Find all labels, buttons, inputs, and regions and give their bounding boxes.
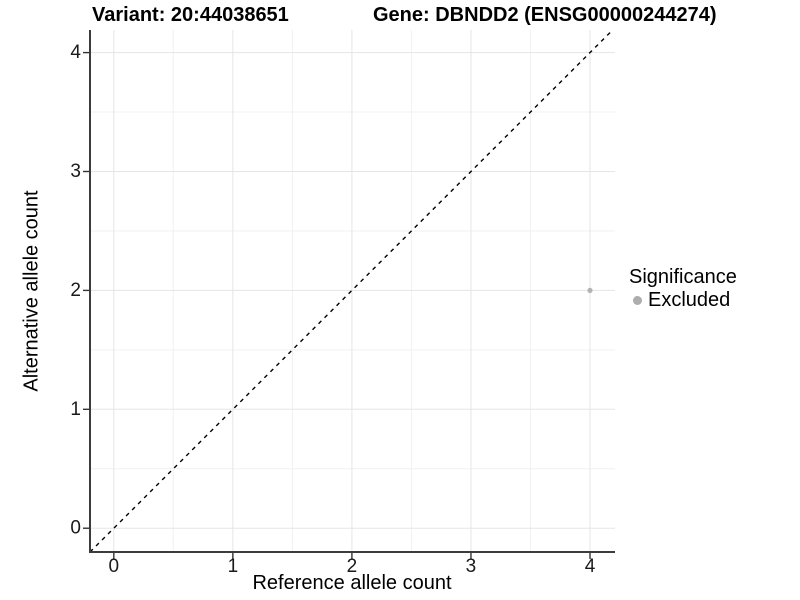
x-tick-label: 2 bbox=[347, 556, 358, 577]
plot-title-variant: Variant: 20:44038651 bbox=[92, 4, 289, 26]
data-point bbox=[587, 287, 593, 294]
legend-item-label: Excluded bbox=[648, 289, 731, 311]
x-axis-label: Reference allele count bbox=[252, 572, 452, 594]
excluded-point-icon bbox=[633, 296, 642, 305]
legend-title: Significance bbox=[629, 266, 737, 288]
y-tick-label: 3 bbox=[70, 161, 81, 182]
y-tick-label: 2 bbox=[70, 280, 81, 301]
plot-title-gene: Gene: DBNDD2 (ENSG00000244274) bbox=[373, 4, 717, 26]
legend: Significance Excluded bbox=[629, 266, 737, 312]
y-axis-label: Alternative allele count bbox=[20, 190, 43, 392]
x-tick-label: 4 bbox=[585, 556, 596, 577]
y-tick-label: 0 bbox=[70, 518, 81, 539]
y-tick-label: 4 bbox=[70, 42, 81, 63]
x-tick-label: 1 bbox=[228, 556, 239, 577]
legend-item-excluded: Excluded bbox=[629, 289, 737, 312]
x-tick-label: 3 bbox=[466, 556, 477, 577]
identity-line bbox=[89, 29, 614, 553]
y-tick-label: 1 bbox=[70, 399, 81, 420]
x-tick-label: 0 bbox=[109, 556, 120, 577]
